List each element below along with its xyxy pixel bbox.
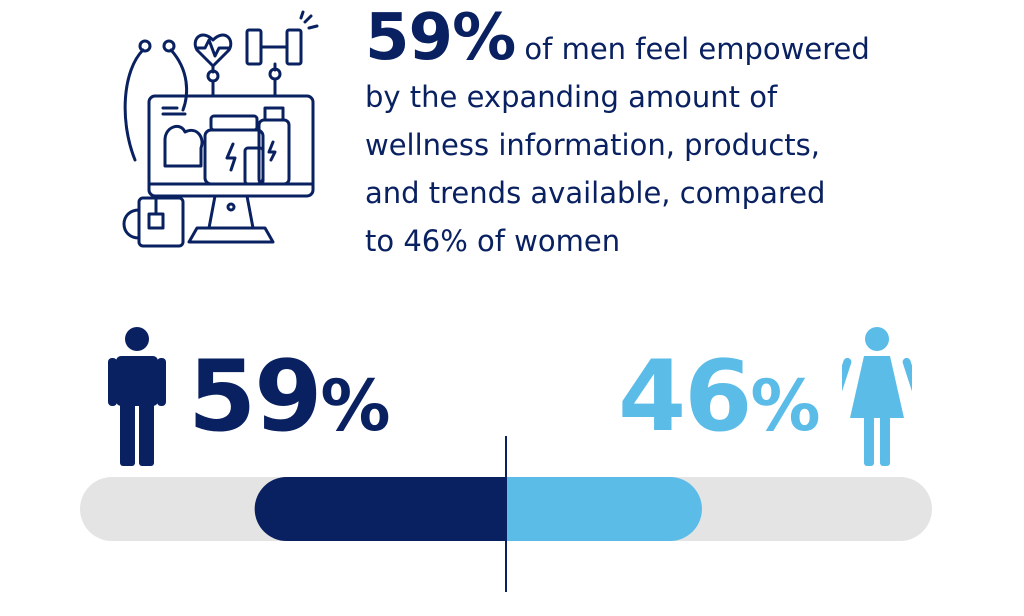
headline-line-3: wellness information, products, <box>365 128 821 162</box>
headline-line-1: 59% of men feel empowered <box>365 6 1015 73</box>
headline-stat: 59% <box>365 1 516 75</box>
bottle-icon <box>243 106 291 186</box>
women-value: 46 <box>618 340 752 454</box>
wellness-illustration <box>122 10 319 248</box>
headline-line-1-text: of men feel empowered <box>524 32 870 66</box>
flexed-arm-icon <box>163 124 204 168</box>
stethoscope-icon <box>123 39 189 162</box>
dumbbell-icon <box>245 10 319 98</box>
women-percent-label: 46% <box>618 340 821 461</box>
headline: 59% of men feel empowered by the expandi… <box>365 6 1015 265</box>
woman-icon <box>842 327 912 466</box>
men-bar <box>254 477 538 541</box>
heart-rate-icon <box>193 33 233 98</box>
women-percent-sign: % <box>750 365 820 447</box>
mug-icon <box>122 196 185 248</box>
headline-line-5: to 46% of women <box>365 224 621 258</box>
men-percent-sign: % <box>320 365 390 447</box>
supplement-jar-icon <box>203 114 265 186</box>
men-percent-label: 59% <box>188 340 391 461</box>
headline-line-2: by the expanding amount of <box>365 80 778 114</box>
man-icon <box>108 327 166 466</box>
women-bar <box>506 477 702 541</box>
comparison-bar-chart <box>80 436 932 592</box>
headline-line-4: and trends available, compared <box>365 176 826 210</box>
men-value: 59 <box>188 340 322 454</box>
